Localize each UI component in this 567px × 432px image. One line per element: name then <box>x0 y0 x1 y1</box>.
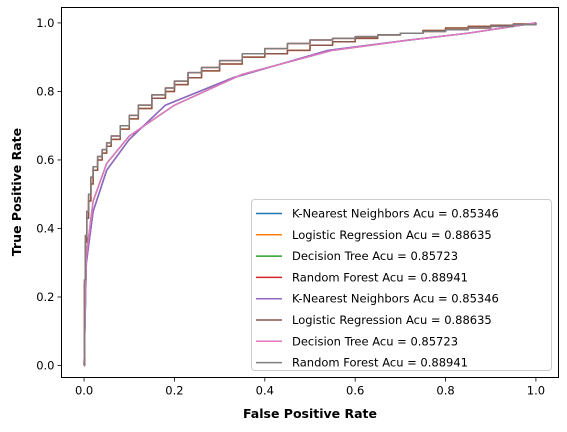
x-tick-label: 0.4 <box>256 384 274 398</box>
x-axis-ticks: 0.0 0.2 0.4 0.6 0.8 1.0 <box>75 377 545 398</box>
legend-label: K-Nearest Neighbors Acu = 0.85346 <box>292 207 499 221</box>
plot-lines <box>83 22 537 367</box>
y-axis-title: True Positive Rate <box>9 128 24 256</box>
y-tick-label: 1.0 <box>36 16 54 30</box>
y-tick-label: 0.0 <box>36 359 54 373</box>
y-tick-label: 0.4 <box>36 221 54 235</box>
x-tick-label: 0.2 <box>165 384 183 398</box>
x-tick-label: 0.6 <box>346 384 364 398</box>
legend-label: K-Nearest Neighbors Acu = 0.85346 <box>292 292 499 306</box>
legend: K-Nearest Neighbors Acu = 0.85346 Logisti… <box>251 199 552 371</box>
y-tick-label: 0.6 <box>36 153 54 167</box>
x-tick-label: 0.0 <box>75 384 93 398</box>
y-axis-ticks: 0.0 0.2 0.4 0.6 0.8 1.0 <box>36 16 62 373</box>
plot-frame <box>61 7 559 378</box>
series-line-8 <box>83 22 537 367</box>
legend-label: Logistic Regression Acu = 0.88635 <box>292 313 492 327</box>
x-tick-label: 1.0 <box>527 384 545 398</box>
series-line-7 <box>83 22 537 366</box>
y-tick-label: 0.8 <box>36 84 54 98</box>
y-tick-label: 0.2 <box>36 290 54 304</box>
legend-box <box>251 199 552 371</box>
x-axis-title: False Positive Rate <box>243 406 377 421</box>
legend-label: Random Forest Acu = 0.88941 <box>292 270 468 284</box>
legend-label: Logistic Regression Acu = 0.88635 <box>292 228 492 242</box>
x-tick-label: 0.8 <box>436 384 454 398</box>
legend-label: Random Forest Acu = 0.88941 <box>292 356 468 370</box>
legend-label: Decision Tree Acu = 0.85723 <box>292 249 458 263</box>
legend-label: Decision Tree Acu = 0.85723 <box>292 334 458 348</box>
